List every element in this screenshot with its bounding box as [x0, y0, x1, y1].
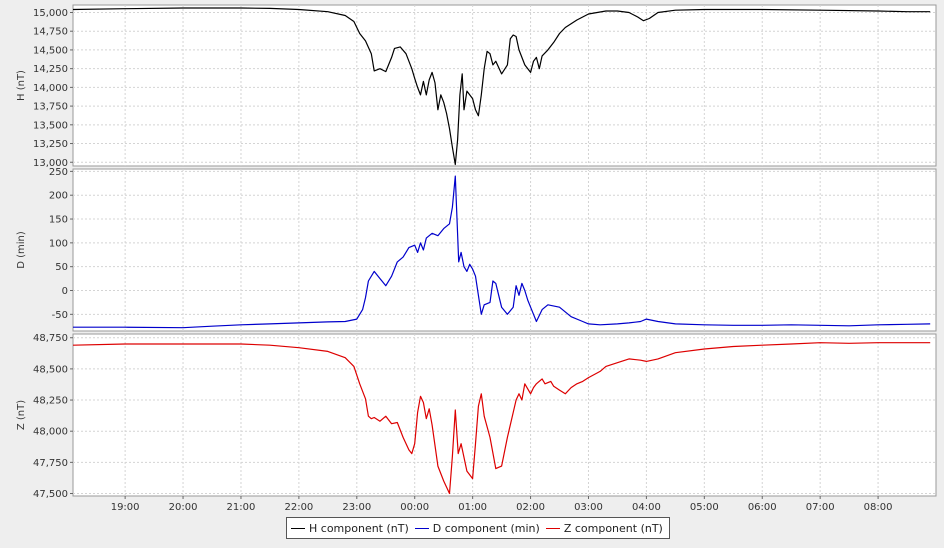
- x-tick-label: 00:00: [400, 502, 429, 513]
- x-tick-label: 23:00: [342, 502, 371, 513]
- plot-area-d: [72, 168, 937, 332]
- x-tick-label: 08:00: [864, 502, 893, 513]
- y-axis-label: Z (nT): [16, 400, 27, 430]
- y-tick-label: 250: [49, 167, 68, 178]
- y-tick-label: 100: [49, 238, 68, 249]
- legend-item-z: Z component (nT): [545, 521, 663, 535]
- y-tick-label: 14,500: [33, 45, 68, 56]
- y-tick-label: 14,750: [33, 27, 68, 38]
- x-tick-label: 20:00: [169, 502, 198, 513]
- x-tick-label: 21:00: [227, 502, 256, 513]
- y-tick-label: 0: [62, 286, 68, 297]
- legend-label-d: D component (min): [432, 521, 540, 535]
- legend-label-z: Z component (nT): [563, 521, 663, 535]
- plot-area-z: [72, 333, 937, 497]
- y-tick-label: 13,500: [33, 120, 68, 131]
- legend-swatch-d: [414, 527, 429, 529]
- y-axis-label: H (nT): [16, 70, 27, 101]
- x-tick-label: 22:00: [284, 502, 313, 513]
- y-tick-label: 13,250: [33, 139, 68, 150]
- y-tick-label: 48,250: [33, 396, 68, 407]
- legend-swatch-h: [291, 527, 305, 529]
- series-line-d: [73, 175, 931, 329]
- y-tick-label: 48,750: [33, 333, 68, 344]
- y-tick-label: 50: [55, 262, 68, 273]
- legend-item-h: H component (nT): [291, 522, 409, 535]
- x-tick-label: 07:00: [806, 502, 835, 513]
- x-tick-label: 02:00: [516, 502, 545, 513]
- y-tick-label: -50: [52, 310, 68, 321]
- y-tick-label: 200: [49, 191, 68, 202]
- x-tick-label: 04:00: [632, 502, 661, 513]
- series-line-z: [72, 342, 931, 495]
- y-tick-label: 13,000: [33, 158, 68, 169]
- y-tick-label: 47,750: [33, 458, 68, 469]
- chart-legend: H component (nT) D component (min) Z com…: [286, 517, 670, 539]
- y-tick-label: 15,000: [33, 8, 68, 19]
- x-tick-label: 05:00: [690, 502, 719, 513]
- y-tick-label: 14,000: [33, 83, 68, 94]
- y-tick-label: 47,500: [33, 489, 68, 500]
- series-line-h: [72, 7, 931, 166]
- y-axis-label: D (min): [16, 231, 27, 269]
- panel-d: -50 0 50 100 150 200 250 D (min): [16, 167, 937, 332]
- panel-z: 47,500 47,750 48,000 48,250 48,500 48,750 Z (n…: [16, 333, 937, 500]
- y-tick-label: 14,250: [33, 64, 68, 75]
- legend-item-d: D component (min): [414, 521, 540, 535]
- plot-area-h: [72, 4, 937, 167]
- x-tick-label: 19:00: [111, 502, 140, 513]
- legend-label-h: H component (nT): [309, 521, 409, 535]
- y-tick-label: 13,750: [33, 102, 68, 113]
- x-tick-label: 03:00: [574, 502, 603, 513]
- y-tick-label: 150: [49, 215, 68, 226]
- y-tick-label: 48,000: [33, 427, 68, 438]
- x-tick-label: 06:00: [748, 502, 777, 513]
- legend-swatch-z: [545, 527, 560, 529]
- panel-h: 13,000 13,250 13,500 13,750 14,000 14,250 14,5…: [16, 4, 937, 169]
- y-tick-label: 48,500: [33, 364, 68, 375]
- x-tick-label: 01:00: [458, 502, 487, 513]
